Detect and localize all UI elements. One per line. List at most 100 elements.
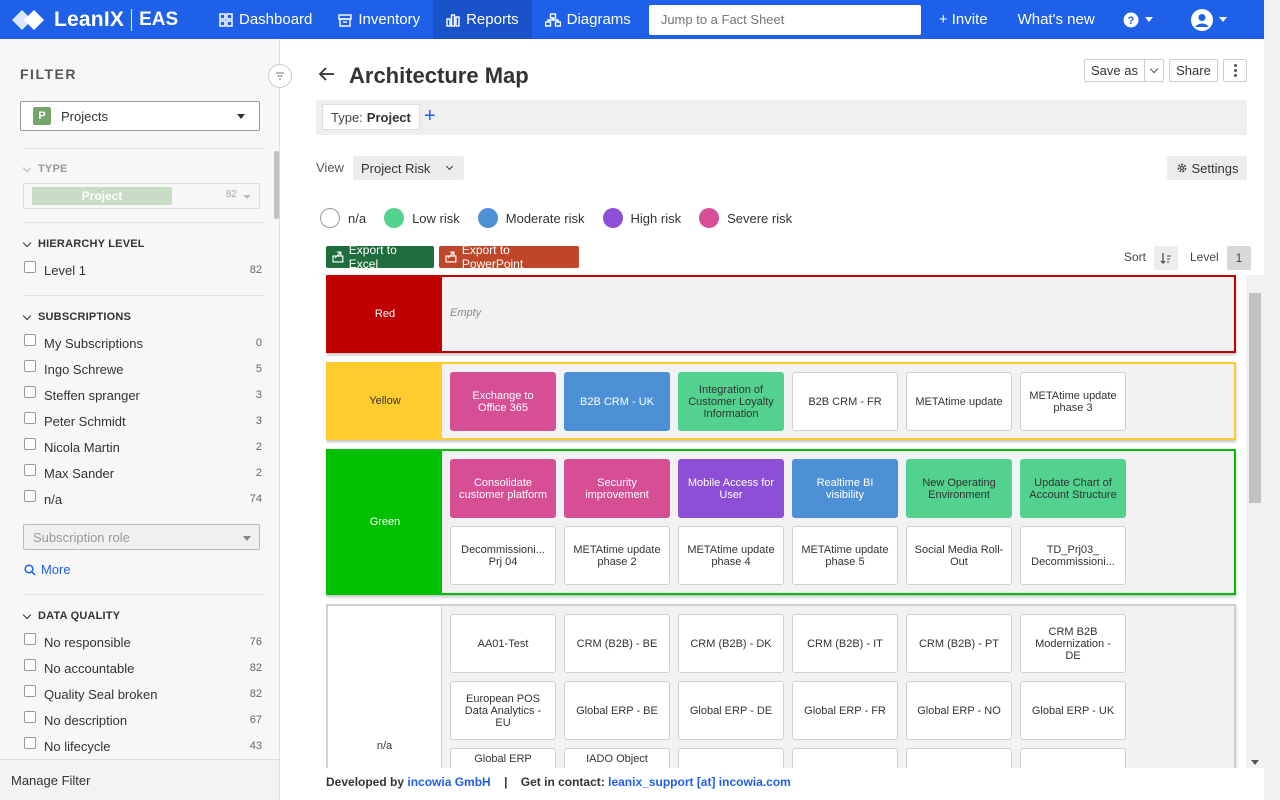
nav-dashboard[interactable]: Dashboard: [206, 0, 325, 39]
factsheet-card[interactable]: New Operating Environment: [906, 459, 1012, 518]
sort-button[interactable]: [1154, 246, 1178, 270]
type-filter-select[interactable]: Project 82: [23, 183, 260, 209]
checkbox[interactable]: [24, 412, 36, 424]
settings-button[interactable]: Settings: [1167, 156, 1247, 180]
filter-no-lifecycle[interactable]: No lifecycle 43: [24, 737, 262, 755]
whats-new-link[interactable]: What's new: [1017, 11, 1095, 28]
factsheet-card[interactable]: METAtime update: [906, 372, 1012, 431]
footer-company-link[interactable]: incowia GmbH: [407, 775, 491, 789]
filter-my-subscriptions[interactable]: My Subscriptions 0: [24, 334, 262, 352]
sidebar-scrollbar[interactable]: [274, 151, 279, 219]
factsheet-card[interactable]: METAtime update phase 3: [1020, 372, 1126, 431]
factsheet-card[interactable]: B2B CRM - UK: [564, 372, 670, 431]
footer-contact-link[interactable]: leanix_support [at] incowia.com: [608, 775, 791, 789]
factsheet-card[interactable]: METAtime update phase 5: [792, 526, 898, 585]
share-button[interactable]: Share: [1169, 59, 1218, 82]
factsheet-card[interactable]: METAtime update phase 4: [678, 526, 784, 585]
factsheet-card[interactable]: [906, 748, 1012, 768]
factsheet-card[interactable]: [678, 748, 784, 768]
factsheet-card[interactable]: CRM (B2B) - BE: [564, 614, 670, 673]
back-button[interactable]: [318, 66, 336, 87]
filter-no-description[interactable]: No description 67: [24, 711, 262, 729]
type-filter-pill[interactable]: Type: Project: [322, 104, 420, 130]
checkbox[interactable]: [24, 386, 36, 398]
factsheet-card[interactable]: CRM (B2B) - PT: [906, 614, 1012, 673]
filter-nicola-martin[interactable]: Nicola Martin 2: [24, 438, 262, 456]
factsheet-card[interactable]: Global ERP - DE: [678, 681, 784, 740]
factsheet-card[interactable]: CRM (B2B) - IT: [792, 614, 898, 673]
export-powerpoint-button[interactable]: Export to PowerPoint: [439, 243, 579, 271]
factsheet-card[interactable]: Realtime BI visibility: [792, 459, 898, 518]
nav-reports[interactable]: Reports: [433, 0, 532, 39]
factsheet-card[interactable]: IADO Object: [564, 748, 670, 768]
nav-diagrams[interactable]: Diagrams: [532, 0, 644, 39]
factsheet-card[interactable]: CRM B2B Modernization - DE: [1020, 614, 1126, 673]
factsheet-card[interactable]: B2B CRM - FR: [792, 372, 898, 431]
more-filters-link[interactable]: More: [24, 562, 71, 577]
map-scrollbar-thumb[interactable]: [1249, 293, 1261, 503]
scroll-down-arrow-icon[interactable]: [1251, 760, 1259, 765]
factsheet-card[interactable]: Update Chart of Account Structure: [1020, 459, 1126, 518]
factsheet-card[interactable]: Decommissioni... Prj 04: [450, 526, 556, 585]
filter-ingo-schrewe[interactable]: Ingo Schrewe 5: [24, 360, 262, 378]
add-filter-button[interactable]: +: [424, 105, 436, 127]
checkbox[interactable]: [24, 261, 36, 273]
checkbox[interactable]: [24, 659, 36, 671]
factsheet-type-select[interactable]: P Projects: [20, 101, 260, 131]
filter-no-accountable[interactable]: No accountable 82: [24, 659, 262, 677]
checkbox[interactable]: [24, 685, 36, 697]
checkbox[interactable]: [24, 438, 36, 450]
save-as-dropdown[interactable]: [1144, 59, 1164, 82]
factsheet-card[interactable]: Mobile Access for User: [678, 459, 784, 518]
filter-max-sander[interactable]: Max Sander 2: [24, 464, 262, 482]
checkbox[interactable]: [24, 464, 36, 476]
checkbox[interactable]: [24, 360, 36, 372]
factsheet-card[interactable]: Global ERP - BE: [564, 681, 670, 740]
filter-steffen-spranger[interactable]: Steffen spranger 3: [24, 386, 262, 404]
nav-inventory[interactable]: Inventory: [325, 0, 433, 39]
filter-quality-seal-broken[interactable]: Quality Seal broken 82: [24, 685, 262, 703]
help-menu[interactable]: ?: [1123, 12, 1153, 28]
checkbox[interactable]: [24, 490, 36, 502]
leanix-logo[interactable]: LeanIX EAS: [0, 0, 200, 39]
filter-no-responsible[interactable]: No responsible 76: [24, 633, 262, 651]
checkbox[interactable]: [24, 737, 36, 749]
data-quality-section-header[interactable]: DATA QUALITY: [22, 610, 120, 622]
factsheet-card[interactable]: METAtime update phase 2: [564, 526, 670, 585]
factsheet-card[interactable]: Global ERP - FR: [792, 681, 898, 740]
jump-to-factsheet-input[interactable]: [648, 4, 921, 35]
factsheet-card[interactable]: Consolidate customer platform: [450, 459, 556, 518]
filter-level-1[interactable]: Level 1 82: [24, 261, 262, 279]
factsheet-card[interactable]: Integration of Customer Loyalty Informat…: [678, 372, 784, 431]
factsheet-card[interactable]: [792, 748, 898, 768]
map-scrollbar[interactable]: [1246, 275, 1264, 768]
factsheet-card[interactable]: Global ERP - NO: [906, 681, 1012, 740]
checkbox[interactable]: [24, 334, 36, 346]
factsheet-card[interactable]: Security improvement: [564, 459, 670, 518]
factsheet-card[interactable]: TD_Prj03_ Decommissioni...: [1020, 526, 1126, 585]
filter-subscription-na[interactable]: n/a 74: [24, 490, 262, 508]
hierarchy-section-header[interactable]: HIERARCHY LEVEL: [22, 238, 145, 250]
view-select[interactable]: Project Risk: [353, 156, 464, 180]
level-select[interactable]: 1: [1227, 246, 1251, 270]
factsheet-card[interactable]: Social Media Roll-Out: [906, 526, 1012, 585]
page-scrollbar[interactable]: [1264, 0, 1280, 800]
user-menu[interactable]: [1190, 8, 1227, 31]
factsheet-card[interactable]: European POS Data Analytics - EU: [450, 681, 556, 740]
export-excel-button[interactable]: Export to Excel: [326, 243, 434, 271]
factsheet-card[interactable]: CRM (B2B) - DK: [678, 614, 784, 673]
factsheet-card[interactable]: Global ERP - UK: [1020, 681, 1126, 740]
save-as-button[interactable]: Save as: [1084, 59, 1144, 82]
subscription-role-select[interactable]: Subscription role: [23, 524, 260, 550]
invite-button[interactable]: + Invite: [938, 11, 988, 28]
type-section-header[interactable]: TYPE: [22, 163, 68, 175]
factsheet-card[interactable]: AA01-Test: [450, 614, 556, 673]
filter-peter-schmidt[interactable]: Peter Schmidt 3: [24, 412, 262, 430]
subscriptions-section-header[interactable]: SUBSCRIPTIONS: [22, 311, 131, 323]
checkbox[interactable]: [24, 633, 36, 645]
factsheet-card[interactable]: [1020, 748, 1126, 768]
checkbox[interactable]: [24, 711, 36, 723]
manage-filter-button[interactable]: Manage Filter: [0, 759, 279, 800]
collapse-filter-button[interactable]: [268, 64, 292, 88]
factsheet-card[interactable]: Exchange to Office 365: [450, 372, 556, 431]
